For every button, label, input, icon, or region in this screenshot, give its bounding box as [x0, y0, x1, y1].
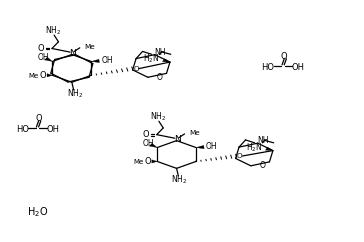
Text: H$_2$N: H$_2$N — [143, 53, 160, 65]
Text: Me: Me — [189, 130, 200, 136]
Text: O: O — [38, 44, 44, 53]
Polygon shape — [44, 57, 52, 61]
Polygon shape — [47, 74, 52, 77]
Text: O: O — [281, 52, 288, 61]
Text: NH: NH — [257, 136, 269, 145]
Text: OH: OH — [46, 125, 59, 134]
Text: O: O — [133, 66, 139, 72]
Text: N: N — [174, 135, 181, 144]
Text: H$_2$N: H$_2$N — [246, 141, 263, 154]
Polygon shape — [91, 59, 99, 63]
Text: OH: OH — [292, 63, 305, 72]
Text: O: O — [260, 161, 266, 170]
Text: O: O — [35, 114, 42, 123]
Text: OH: OH — [37, 53, 49, 62]
Text: O: O — [143, 130, 149, 139]
Polygon shape — [149, 143, 157, 148]
Text: O: O — [144, 157, 151, 166]
Text: HO: HO — [16, 125, 29, 134]
Text: Me: Me — [133, 159, 143, 165]
Text: OH: OH — [206, 142, 218, 151]
Text: HO: HO — [261, 63, 274, 72]
Text: OH: OH — [101, 56, 113, 65]
Polygon shape — [152, 160, 157, 163]
Text: O: O — [39, 71, 46, 80]
Text: NH: NH — [154, 48, 166, 57]
Text: N: N — [70, 49, 76, 58]
Polygon shape — [265, 147, 273, 151]
Text: NH$_2$: NH$_2$ — [150, 111, 166, 123]
Text: O: O — [157, 73, 163, 82]
Text: NH$_2$: NH$_2$ — [171, 173, 187, 186]
Text: Me: Me — [84, 44, 95, 50]
Text: Me: Me — [28, 73, 39, 79]
Polygon shape — [162, 59, 170, 62]
Text: O: O — [237, 153, 243, 159]
Text: NH$_2$: NH$_2$ — [45, 25, 61, 37]
Text: H$_2$O: H$_2$O — [27, 205, 48, 219]
Text: OH: OH — [142, 139, 154, 148]
Text: NH$_2$: NH$_2$ — [67, 87, 83, 99]
Polygon shape — [196, 145, 204, 149]
